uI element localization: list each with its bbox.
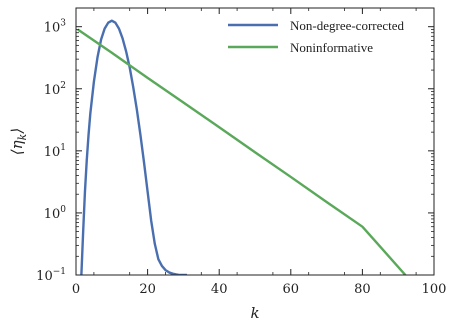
legend-label-1: Non-degree-corrected [290, 18, 405, 33]
x-tick-label: 60 [283, 282, 300, 297]
ticks-layer [75, 7, 435, 276]
series-line-2 [77, 28, 407, 275]
legend-label-2: Noninformative [290, 40, 373, 55]
x-tick-label: 0 [72, 282, 80, 297]
y-tick-label: 101 [44, 143, 66, 160]
y-tick-label: 10−1 [36, 267, 66, 284]
plot-frame [75, 7, 435, 276]
x-tick-label: 80 [354, 282, 371, 297]
y-tick-label: 103 [44, 19, 67, 36]
x-tick-label: 100 [422, 282, 447, 297]
x-tick-label: 20 [139, 282, 156, 297]
legend: Non-degree-corrected Noninformative [228, 18, 405, 55]
y-tick-label: 102 [44, 81, 66, 98]
x-axis-label: k [250, 304, 259, 322]
series-layer [77, 19, 407, 275]
y-tick-label: 100 [44, 205, 67, 222]
series-line-1 [80, 19, 187, 275]
tick-labels: 0 20 40 60 80 100 10−1 100 101 102 103 [36, 19, 446, 297]
y-axis-label: ⟨ηk⟩ [8, 128, 29, 155]
x-tick-label: 40 [211, 282, 228, 297]
y-axis-label-text: ⟨ηk⟩ [8, 128, 29, 155]
